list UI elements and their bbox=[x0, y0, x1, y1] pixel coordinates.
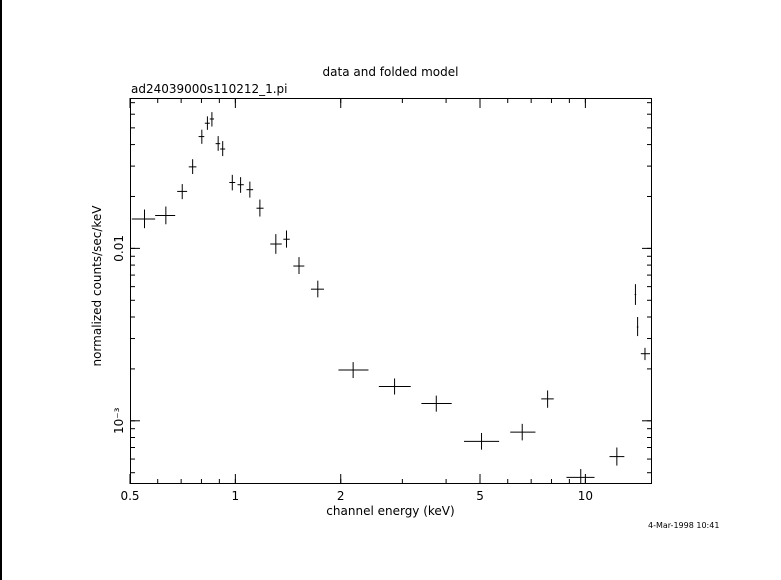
data-point bbox=[636, 316, 639, 337]
data-point bbox=[421, 395, 452, 412]
plot-frame bbox=[130, 98, 652, 484]
data-point bbox=[237, 177, 244, 193]
data-point bbox=[310, 280, 324, 298]
data-point bbox=[256, 199, 264, 217]
window-left-edge bbox=[0, 0, 2, 580]
data-point bbox=[338, 362, 369, 379]
data-point bbox=[541, 390, 554, 408]
data-point bbox=[270, 234, 282, 254]
data-point bbox=[209, 112, 215, 127]
x-tick-label: 10 bbox=[578, 489, 593, 503]
timestamp: 4-Mar-1998 10:41 bbox=[648, 521, 720, 530]
data-point bbox=[177, 184, 188, 200]
x-tick-label: 0.5 bbox=[120, 489, 139, 503]
data-point bbox=[188, 159, 197, 175]
y-tick-label: 10⁻³ bbox=[112, 407, 126, 434]
data-point bbox=[283, 230, 290, 248]
data-point bbox=[229, 174, 236, 191]
y-axis-label: normalized counts/sec/keV bbox=[90, 205, 104, 367]
data-point bbox=[609, 447, 625, 466]
chart-subtitle: ad24039000s110212_1.pi bbox=[131, 82, 288, 96]
data-point bbox=[634, 284, 637, 305]
data-point bbox=[220, 141, 226, 157]
x-tick-label: 2 bbox=[337, 489, 345, 503]
data-point bbox=[463, 432, 500, 450]
data-point bbox=[640, 347, 651, 361]
data-point bbox=[566, 469, 595, 484]
x-axis-label: channel energy (keV) bbox=[326, 504, 455, 518]
data-point bbox=[155, 206, 176, 225]
data-point bbox=[510, 423, 536, 441]
data-point bbox=[246, 181, 254, 198]
chart-title: data and folded model bbox=[322, 65, 459, 79]
data-point bbox=[378, 378, 411, 395]
data-point bbox=[293, 257, 305, 275]
x-tick-label: 1 bbox=[232, 489, 240, 503]
data-point bbox=[198, 129, 205, 144]
data-point bbox=[215, 136, 221, 151]
data-point bbox=[131, 209, 156, 229]
x-tick-label: 5 bbox=[476, 489, 484, 503]
y-tick-label: 0.01 bbox=[112, 235, 126, 262]
data-point bbox=[204, 116, 210, 130]
